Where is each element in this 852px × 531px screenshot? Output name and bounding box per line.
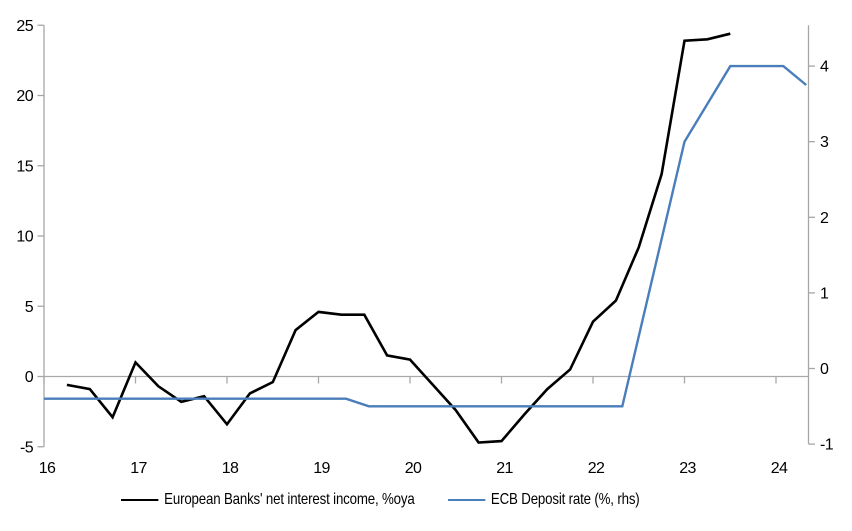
left-axis-tick-label: 0 (25, 369, 34, 386)
legend-item-ecb-deposit-rate: ECB Deposit rate (%, rhs) (447, 491, 640, 509)
right-axis-tick-label: 0 (820, 361, 829, 378)
right-axis-tick-label: 1 (820, 285, 829, 302)
x-axis-tick-label: 21 (496, 460, 513, 477)
x-axis-tick-label: 18 (222, 460, 239, 477)
legend-label-net-interest-income: European Banks' net interest income, %oy… (164, 491, 415, 508)
left-axis-tick-label: 20 (16, 88, 33, 105)
left-axis-tick-label: 5 (25, 299, 34, 316)
left-axis-tick-label: 15 (16, 158, 33, 175)
legend-line-swatch-net-interest-income (121, 499, 159, 501)
left-axis-tick-label: 10 (16, 229, 33, 246)
x-axis-tick-label: 22 (588, 460, 605, 477)
x-axis-tick-label: 23 (679, 460, 696, 477)
legend-item-net-interest-income: European Banks' net interest income, %oy… (121, 491, 415, 509)
left-axis-tick-label: 25 (16, 18, 33, 35)
x-axis-tick-label: 20 (405, 460, 422, 477)
right-axis-tick-label: 4 (820, 59, 829, 76)
chart-legend: European Banks' net interest income, %oy… (121, 491, 640, 509)
left-axis-tick-label: -5 (20, 439, 34, 456)
series-line-ecb-deposit-rate (44, 64, 807, 408)
legend-label-ecb-deposit-rate: ECB Deposit rate (%, rhs) (490, 491, 640, 508)
legend-line-swatch-ecb-deposit-rate (447, 499, 486, 501)
right-axis-tick-label: 3 (820, 134, 829, 151)
series-line-net-interest-income (66, 32, 731, 444)
x-axis-tick-label: 19 (313, 460, 330, 477)
x-axis-tick-label: 24 (771, 460, 788, 477)
right-axis-tick-label: -1 (820, 437, 834, 454)
x-axis-tick-label: 17 (130, 460, 147, 477)
right-axis-tick-label: 2 (820, 210, 829, 227)
x-axis-tick-label: 16 (39, 460, 56, 477)
